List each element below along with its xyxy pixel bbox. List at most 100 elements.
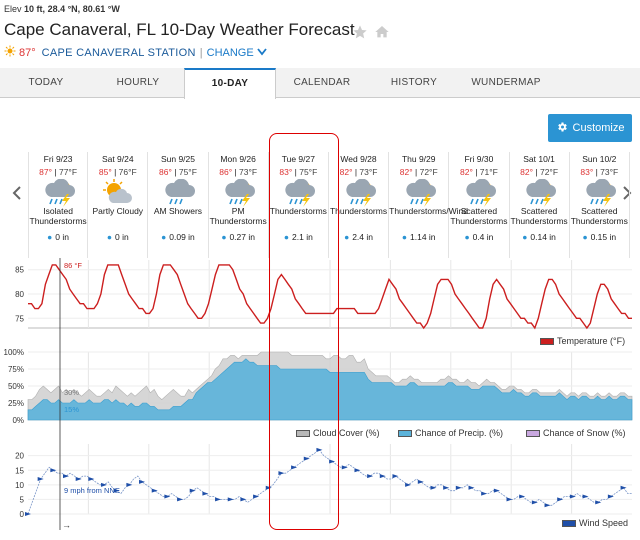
forecast-day[interactable]: Tue 9/27 83° | 75°F Thunderstorms ● 2.1 in [269, 152, 329, 258]
thunderstorm-icon [269, 179, 328, 207]
wind-direction-marker [379, 474, 386, 479]
day-low: 71°F [479, 167, 498, 177]
gear-icon [556, 121, 568, 136]
raindrop-icon: ● [464, 232, 470, 242]
star-icon[interactable] [352, 24, 368, 45]
wind-direction-marker [392, 474, 399, 479]
wind-direction-marker [595, 500, 602, 505]
wind-direction-marker [240, 497, 247, 502]
day-low: 73°F [600, 167, 619, 177]
day-low: 75°F [178, 167, 197, 177]
raindrop-icon: ● [283, 232, 290, 242]
wind-direction-marker [544, 503, 551, 508]
chevron-down-icon[interactable] [256, 47, 267, 59]
day-hi-lo: 82° | 71°F [459, 167, 498, 177]
day-high: 82° [520, 167, 534, 177]
wind-direction-marker [519, 494, 526, 499]
thunderstorm-icon [510, 179, 569, 207]
wind-direction-marker [151, 488, 158, 493]
wind-direction-marker [113, 488, 120, 493]
nav-tabs: TODAY HOURLY 10-DAY CALENDAR HISTORY WUNDERMA… [0, 68, 640, 99]
legend-wind-speed: Wind Speed [562, 518, 628, 528]
separator: | [199, 46, 203, 59]
day-condition: PM Thunderstorms [209, 206, 267, 226]
raindrop-icon: ● [161, 232, 167, 242]
raindrop-icon: ● [401, 232, 408, 242]
wind-direction-marker [557, 497, 564, 502]
wind-direction-marker [126, 482, 133, 487]
y-tick-label: 75 [15, 314, 24, 323]
customize-button[interactable]: Customize [548, 114, 632, 142]
forecast-days: Fri 9/23 87° | 77°F Isolated Thunderstorms ●… [28, 152, 630, 258]
wind-direction-marker [341, 465, 348, 470]
day-hi-lo: 82° | 72°F [399, 167, 438, 177]
partly-cloudy-icon [88, 179, 147, 205]
y-tick-label: 25% [8, 399, 24, 408]
wind-direction-marker [88, 477, 95, 481]
tab-wundermap[interactable]: WUNDERMAP [471, 77, 541, 88]
day-condition: Scattered Thunderstorms [450, 206, 508, 226]
tab-history[interactable]: HISTORY [390, 77, 438, 88]
legend-swatch [296, 429, 310, 437]
forecast-day[interactable]: Thu 9/29 82° | 72°F Thunderstorms/Wind ● 1.1… [389, 152, 469, 258]
forecast-day[interactable]: Sat 9/24 85° | 76°F Partly Cloudy ● 0 in [88, 152, 149, 258]
cursor-cloud-label: 30% [64, 388, 79, 397]
legend-cloud-cover: Cloud Cover (%) [296, 428, 380, 438]
change-location-link[interactable]: CHANGE [206, 46, 254, 59]
raindrop-icon: ● [47, 232, 53, 242]
legend-swatch [526, 429, 540, 437]
home-icon[interactable] [374, 24, 390, 45]
day-date: Fri 9/30 [464, 154, 494, 164]
day-hi-lo: 82° | 72°F [520, 167, 559, 177]
day-condition: Thunderstorms/Wind [389, 206, 469, 216]
wind-direction-marker [177, 497, 184, 502]
raindrop-icon: ● [344, 232, 350, 242]
tab-10-day[interactable]: 10-DAY [184, 68, 276, 99]
tab-hourly[interactable]: HOURLY [116, 77, 160, 88]
day-date: Tue 9/27 [281, 154, 315, 164]
forecast-day[interactable]: Fri 9/23 87° | 77°F Isolated Thunderstorms ●… [28, 152, 89, 258]
wind-direction-marker [139, 479, 146, 484]
forecast-day[interactable]: Sun 10/2 83° | 73°F Scattered Thunderstorms… [570, 152, 630, 258]
y-tick-label: 15 [15, 466, 24, 475]
thunderstorm-icon [329, 179, 388, 207]
prev-days-arrow[interactable] [12, 186, 22, 205]
tab-calendar[interactable]: CALENDAR [293, 77, 351, 88]
day-low: 75°F [299, 167, 318, 177]
station-name[interactable]: CAPE CANAVERAL STATION [41, 46, 196, 59]
wind-direction-marker [493, 488, 500, 493]
thunderstorm-icon [449, 179, 508, 207]
legend-temperature: Temperature (°F) [540, 336, 625, 346]
wind-direction-marker [430, 485, 437, 490]
thunderstorm-icon [570, 179, 629, 207]
forecast-day[interactable]: Fri 9/30 82° | 71°F Scattered Thunderstorms… [449, 152, 510, 258]
raindrop-icon: ● [522, 232, 528, 242]
wind-direction-marker [278, 471, 285, 476]
thunderstorm-icon [209, 179, 268, 207]
wind-direction-marker [189, 488, 196, 493]
raindrop-icon: ● [582, 232, 588, 242]
thunderstorm-icon [29, 179, 87, 207]
rain-icon [148, 179, 207, 205]
tab-today[interactable]: TODAY [28, 77, 64, 88]
cursor-temp-label: 86 °F [64, 261, 82, 270]
next-days-arrow[interactable] [622, 186, 632, 205]
day-date: Thu 9/29 [401, 154, 436, 164]
legend-precip: Chance of Precip. (%) [398, 428, 503, 438]
day-high: 87° [39, 167, 53, 177]
y-tick-label: 100% [4, 348, 24, 357]
day-precip: ● 0.27 in [221, 232, 255, 242]
day-precip: ● 0.4 in [464, 232, 494, 242]
forecast-day[interactable]: Sat 10/1 82° | 72°F Scattered Thunderstorms… [510, 152, 570, 258]
day-precip: ● 0.09 in [161, 232, 195, 242]
forecast-day[interactable]: Wed 9/28 82° | 73°F Thunderstorms ● 2.4 in [329, 152, 390, 258]
forecast-day[interactable]: Mon 9/26 86° | 73°F PM Thunderstorms ● 0.27 i… [209, 152, 269, 258]
location-row: 87° CAPE CANAVERAL STATION | CHANGE [4, 45, 267, 60]
day-low: 72°F [419, 167, 438, 177]
y-tick-label: 20 [15, 452, 24, 461]
day-high: 83° [279, 167, 293, 177]
forecast-day[interactable]: Sun 9/25 86° | 75°F AM Showers ● 0.09 in [148, 152, 209, 258]
cursor-wind-label: 9 mph from NNE [64, 486, 120, 495]
legend-swatch [540, 337, 554, 345]
